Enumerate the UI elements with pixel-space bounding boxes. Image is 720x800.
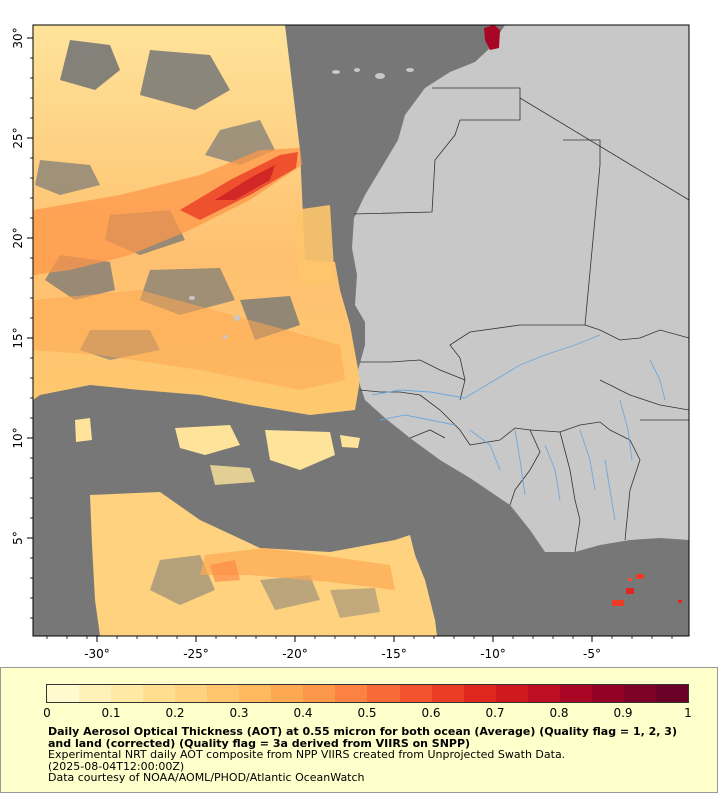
caption-date: (2025-08-04T12:00:00Z): [48, 759, 185, 773]
x-tick-label: -15°: [381, 647, 407, 661]
colorbar: [46, 684, 689, 703]
colorbar-swatch: [207, 685, 240, 702]
aot-spots-southeast: [612, 574, 682, 606]
colorbar-swatch: [303, 685, 336, 702]
colorbar-swatch: [79, 685, 112, 702]
x-tick-label: -10°: [480, 647, 506, 661]
y-tick-label: 15°: [11, 327, 25, 348]
colorbar-swatch: [527, 685, 560, 702]
caption-line: Experimental NRT daily AOT composite fro…: [48, 748, 566, 761]
colorbar-tick-label: 0.3: [229, 706, 249, 720]
colorbar-swatch: [143, 685, 176, 702]
colorbar-tick-label: 0.4: [293, 706, 313, 720]
aot-swath-south: [90, 492, 437, 636]
africa-land: [352, 25, 689, 552]
colorbar-tick-label: 0.9: [613, 706, 633, 720]
colorbar-tick-label: 0.7: [485, 706, 505, 720]
colorbar-swatch: [175, 685, 208, 702]
colorbar-tick-label: 0.2: [165, 706, 185, 720]
colorbar-swatch: [655, 685, 688, 702]
colorbar-tick-label: 0.5: [357, 706, 377, 720]
colorbar-tick-label: 1: [684, 706, 692, 720]
y-tick-label: 30°: [11, 27, 25, 48]
caption-title: Daily Aerosol Optical Thickness (AOT) at…: [48, 725, 677, 750]
colorbar-tick-label: 0.8: [549, 706, 569, 720]
colorbar-tick-label: 0: [43, 706, 51, 720]
colorbar-swatch: [495, 685, 528, 702]
colorbar-tick-label: 0.1: [101, 706, 121, 720]
plot-frame: [32, 24, 690, 637]
caption-credit: Data courtesy of NOAA/AOML/PHOD/Atlantic…: [48, 771, 365, 784]
colorbar-swatch: [431, 685, 464, 702]
y-tick-label: 5°: [11, 531, 25, 545]
colorbar-tick-label: 0.6: [421, 706, 441, 720]
colorbar-swatch: [271, 685, 304, 702]
colorbar-swatch: [367, 685, 400, 702]
aot-swath-north: [33, 25, 360, 415]
country-borders: [353, 87, 689, 553]
aot-map: -30° -25° -20° -15° -10° -5° 30° 25° 20°…: [11, 24, 690, 661]
colorbar-swatch: [239, 685, 272, 702]
axis-ticks: [27, 37, 593, 642]
rivers: [371, 334, 666, 521]
x-tick-label: -20°: [282, 647, 308, 661]
x-tick-label: -25°: [183, 647, 209, 661]
aot-patches-mid: [75, 418, 360, 485]
colorbar-swatch: [559, 685, 592, 702]
high-aot-spot: [484, 25, 500, 50]
islands: [189, 68, 414, 339]
y-tick-label: 20°: [11, 227, 25, 248]
colorbar-swatch: [623, 685, 656, 702]
colorbar-swatch: [399, 685, 432, 702]
colorbar-swatch: [335, 685, 368, 702]
y-tick-label: 25°: [11, 127, 25, 148]
colorbar-swatch: [463, 685, 496, 702]
y-tick-label: 10°: [11, 427, 25, 448]
colorbar-swatch: [47, 685, 80, 702]
x-tick-label: -30°: [84, 647, 110, 661]
colorbar-swatch: [591, 685, 624, 702]
minor-ticks: [30, 57, 673, 639]
x-tick-label: -5°: [583, 647, 601, 661]
caption: Daily Aerosol Optical Thickness (AOT) at…: [48, 726, 698, 784]
colorbar-swatch: [111, 685, 144, 702]
